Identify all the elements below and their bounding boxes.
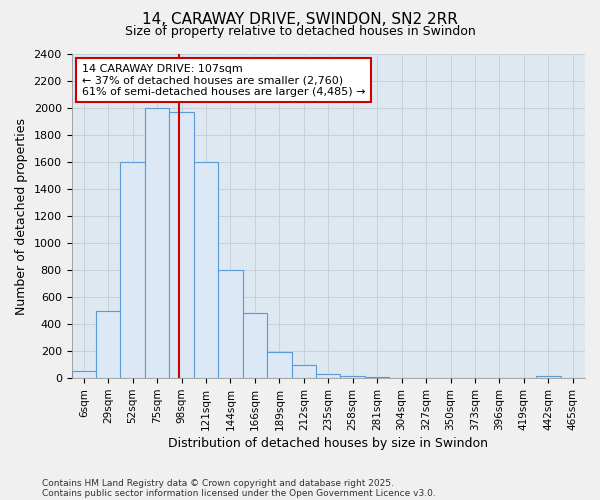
Text: Contains public sector information licensed under the Open Government Licence v3: Contains public sector information licen… [42,488,436,498]
Bar [194,162,218,378]
Text: 14 CARAWAY DRIVE: 107sqm
← 37% of detached houses are smaller (2,760)
61% of sem: 14 CARAWAY DRIVE: 107sqm ← 37% of detach… [82,64,365,97]
Bar [340,376,365,378]
Bar [169,112,194,378]
X-axis label: Distribution of detached houses by size in Swindon: Distribution of detached houses by size … [168,437,488,450]
Bar [365,377,389,378]
Bar [71,372,96,378]
Bar [242,314,267,378]
Bar [316,374,340,378]
Text: Size of property relative to detached houses in Swindon: Size of property relative to detached ho… [125,25,475,38]
Bar [121,162,145,378]
Text: Contains HM Land Registry data © Crown copyright and database right 2025.: Contains HM Land Registry data © Crown c… [42,478,394,488]
Bar [267,352,292,378]
Text: 14, CARAWAY DRIVE, SWINDON, SN2 2RR: 14, CARAWAY DRIVE, SWINDON, SN2 2RR [142,12,458,28]
Bar [218,270,242,378]
Bar [145,108,169,378]
Bar [536,376,560,378]
Y-axis label: Number of detached properties: Number of detached properties [15,118,28,314]
Bar [96,310,121,378]
Bar [292,366,316,378]
